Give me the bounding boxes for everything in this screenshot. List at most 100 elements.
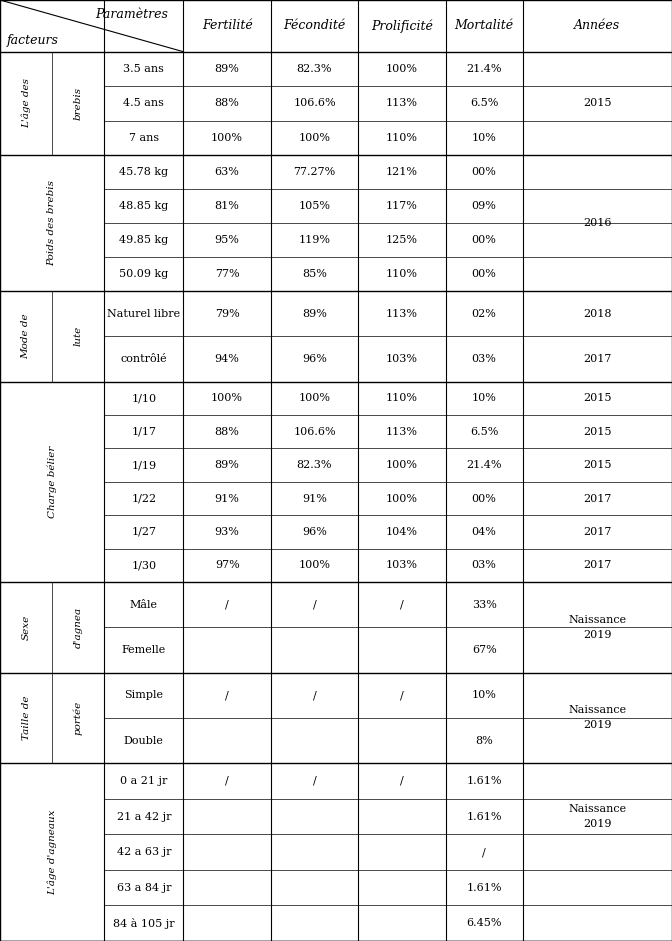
Text: /: / bbox=[482, 847, 486, 857]
Text: 81%: 81% bbox=[214, 201, 240, 211]
Text: 2018: 2018 bbox=[583, 309, 612, 319]
Text: facteurs: facteurs bbox=[7, 34, 59, 47]
Text: 6.5%: 6.5% bbox=[470, 426, 499, 437]
Text: 00%: 00% bbox=[472, 167, 497, 177]
Text: 2015: 2015 bbox=[583, 426, 612, 437]
Text: 89%: 89% bbox=[214, 460, 240, 470]
Text: 1/22: 1/22 bbox=[131, 493, 157, 503]
Text: 50.09 kg: 50.09 kg bbox=[119, 269, 169, 279]
Text: L'âge d'agneaux: L'âge d'agneaux bbox=[47, 809, 57, 895]
Text: 110%: 110% bbox=[386, 133, 418, 143]
Text: 91%: 91% bbox=[302, 493, 327, 503]
Text: 1/17: 1/17 bbox=[131, 426, 157, 437]
Text: 125%: 125% bbox=[386, 235, 418, 245]
Text: 1.61%: 1.61% bbox=[466, 776, 502, 786]
Text: L'âge des: L'âge des bbox=[22, 78, 31, 129]
Text: 88%: 88% bbox=[214, 426, 240, 437]
Text: 77.27%: 77.27% bbox=[294, 167, 335, 177]
Text: 100%: 100% bbox=[386, 493, 418, 503]
Text: /: / bbox=[225, 776, 229, 786]
Text: 03%: 03% bbox=[472, 354, 497, 364]
Text: Taille de: Taille de bbox=[22, 695, 30, 741]
Text: Simple: Simple bbox=[124, 691, 163, 700]
Text: /: / bbox=[225, 691, 229, 700]
Text: 45.78 kg: 45.78 kg bbox=[119, 167, 169, 177]
Text: 113%: 113% bbox=[386, 99, 418, 108]
Text: 82.3%: 82.3% bbox=[297, 460, 332, 470]
Text: 94%: 94% bbox=[214, 354, 240, 364]
Text: /: / bbox=[312, 691, 317, 700]
Text: Naissance
2019: Naissance 2019 bbox=[569, 706, 626, 730]
Text: 48.85 kg: 48.85 kg bbox=[119, 201, 169, 211]
Text: 67%: 67% bbox=[472, 645, 497, 655]
Text: 63%: 63% bbox=[214, 167, 240, 177]
Text: 42 a 63 jr: 42 a 63 jr bbox=[116, 847, 171, 857]
Text: brebis: brebis bbox=[74, 87, 83, 120]
Text: 21 a 42 jr: 21 a 42 jr bbox=[116, 811, 171, 821]
Text: /: / bbox=[225, 599, 229, 610]
Text: 2015: 2015 bbox=[583, 99, 612, 108]
Text: 82.3%: 82.3% bbox=[297, 64, 332, 74]
Text: /: / bbox=[400, 776, 404, 786]
Text: 6.45%: 6.45% bbox=[466, 918, 502, 928]
Text: 10%: 10% bbox=[472, 393, 497, 404]
Text: 2017: 2017 bbox=[583, 354, 612, 364]
Text: 2015: 2015 bbox=[583, 393, 612, 404]
Text: 49.85 kg: 49.85 kg bbox=[119, 235, 169, 245]
Text: 79%: 79% bbox=[215, 309, 239, 319]
Text: 104%: 104% bbox=[386, 527, 418, 537]
Text: 100%: 100% bbox=[211, 133, 243, 143]
Text: 2017: 2017 bbox=[583, 527, 612, 537]
Text: Naissance
2019: Naissance 2019 bbox=[569, 805, 626, 829]
Text: 89%: 89% bbox=[214, 64, 240, 74]
Text: Années: Années bbox=[575, 20, 620, 32]
Text: 103%: 103% bbox=[386, 560, 418, 570]
Text: 106.6%: 106.6% bbox=[293, 99, 336, 108]
Text: 10%: 10% bbox=[472, 691, 497, 700]
Text: Mortalité: Mortalité bbox=[455, 20, 513, 32]
Text: 84 à 105 jr: 84 à 105 jr bbox=[113, 917, 175, 929]
Text: 03%: 03% bbox=[472, 560, 497, 570]
Text: 1.61%: 1.61% bbox=[466, 883, 502, 893]
Text: 02%: 02% bbox=[472, 309, 497, 319]
Text: /: / bbox=[400, 691, 404, 700]
Text: 88%: 88% bbox=[214, 99, 240, 108]
Text: 77%: 77% bbox=[215, 269, 239, 279]
Text: 33%: 33% bbox=[472, 599, 497, 610]
Text: 2016: 2016 bbox=[583, 218, 612, 228]
Text: 21.4%: 21.4% bbox=[466, 64, 502, 74]
Text: Fertilité: Fertilité bbox=[202, 20, 253, 32]
Text: 103%: 103% bbox=[386, 354, 418, 364]
Text: 1/10: 1/10 bbox=[131, 393, 157, 404]
Text: 100%: 100% bbox=[298, 560, 331, 570]
Text: 1.61%: 1.61% bbox=[466, 811, 502, 821]
Text: 96%: 96% bbox=[302, 527, 327, 537]
Text: Charge bélier: Charge bélier bbox=[47, 446, 57, 518]
Text: /: / bbox=[312, 599, 317, 610]
Text: 09%: 09% bbox=[472, 201, 497, 211]
Text: 2015: 2015 bbox=[583, 460, 612, 470]
Text: 119%: 119% bbox=[298, 235, 331, 245]
Text: 8%: 8% bbox=[475, 736, 493, 745]
Text: contrôlé: contrôlé bbox=[120, 354, 167, 364]
Text: 93%: 93% bbox=[214, 527, 240, 537]
Text: Poids des brebis: Poids des brebis bbox=[48, 180, 56, 266]
Text: 1/30: 1/30 bbox=[131, 560, 157, 570]
Text: 105%: 105% bbox=[298, 201, 331, 211]
Text: d'agnea: d'agnea bbox=[74, 607, 83, 648]
Text: 10%: 10% bbox=[472, 133, 497, 143]
Text: 121%: 121% bbox=[386, 167, 418, 177]
Text: lute: lute bbox=[74, 327, 83, 346]
Text: 04%: 04% bbox=[472, 527, 497, 537]
Text: 113%: 113% bbox=[386, 426, 418, 437]
Text: 85%: 85% bbox=[302, 269, 327, 279]
Text: 00%: 00% bbox=[472, 493, 497, 503]
Text: 110%: 110% bbox=[386, 393, 418, 404]
Text: 6.5%: 6.5% bbox=[470, 99, 499, 108]
Text: 100%: 100% bbox=[211, 393, 243, 404]
Text: Sexe: Sexe bbox=[22, 614, 30, 640]
Text: 100%: 100% bbox=[298, 133, 331, 143]
Text: 7 ans: 7 ans bbox=[129, 133, 159, 143]
Text: /: / bbox=[312, 776, 317, 786]
Text: Naissance
2019: Naissance 2019 bbox=[569, 614, 626, 640]
